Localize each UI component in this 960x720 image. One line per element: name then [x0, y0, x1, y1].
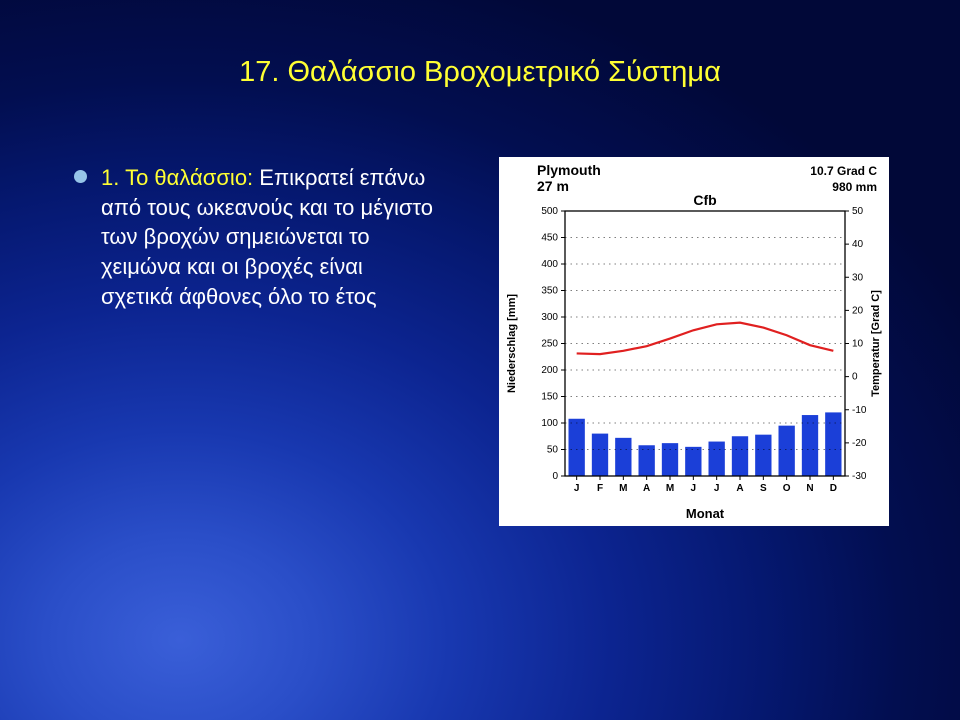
bullet-item: 1. Το θαλάσσιο: Επικρατεί επάνω από τους… — [74, 163, 434, 311]
svg-text:J: J — [574, 483, 580, 494]
svg-text:-30: -30 — [852, 471, 867, 482]
svg-text:J: J — [714, 483, 720, 494]
slide-title: 17. Θαλάσσιο Βροχομετρικό Σύστημα — [0, 56, 960, 89]
svg-text:M: M — [619, 483, 627, 494]
svg-text:10: 10 — [852, 339, 864, 350]
svg-text:J: J — [691, 483, 697, 494]
svg-text:500: 500 — [541, 206, 558, 217]
svg-text:Niederschlag [mm]: Niederschlag [mm] — [506, 294, 518, 393]
svg-text:Plymouth: Plymouth — [537, 162, 601, 178]
svg-text:400: 400 — [541, 259, 558, 270]
svg-text:100: 100 — [541, 418, 558, 429]
svg-text:27 m: 27 m — [537, 178, 569, 194]
svg-text:200: 200 — [541, 365, 558, 376]
svg-text:250: 250 — [541, 339, 558, 350]
bullet-text: 1. Το θαλάσσιο: Επικρατεί επάνω από τους… — [101, 163, 434, 311]
svg-text:350: 350 — [541, 286, 558, 297]
bullet-lead: 1. Το θαλάσσιο: — [101, 165, 259, 190]
svg-text:50: 50 — [852, 206, 864, 217]
svg-text:M: M — [666, 483, 674, 494]
svg-text:10.7 Grad C: 10.7 Grad C — [810, 164, 877, 178]
svg-text:F: F — [597, 483, 603, 494]
svg-text:A: A — [736, 483, 743, 494]
svg-text:N: N — [806, 483, 813, 494]
svg-text:980 mm: 980 mm — [832, 180, 877, 194]
svg-text:-10: -10 — [852, 405, 867, 416]
svg-text:-20: -20 — [852, 438, 867, 449]
svg-text:Monat: Monat — [686, 506, 725, 521]
svg-text:Cfb: Cfb — [693, 192, 716, 208]
climograph-panel: Plymouth27 m10.7 Grad C980 mmCfb05010015… — [499, 157, 889, 526]
svg-text:30: 30 — [852, 272, 864, 283]
svg-text:O: O — [783, 483, 791, 494]
svg-text:20: 20 — [852, 305, 864, 316]
svg-text:0: 0 — [852, 372, 858, 383]
svg-text:300: 300 — [541, 312, 558, 323]
climograph-svg: Plymouth27 m10.7 Grad C980 mmCfb05010015… — [499, 157, 889, 526]
svg-text:S: S — [760, 483, 767, 494]
svg-text:Temperatur [Grad C]: Temperatur [Grad C] — [870, 290, 882, 397]
svg-text:A: A — [643, 483, 650, 494]
svg-text:D: D — [830, 483, 837, 494]
svg-text:40: 40 — [852, 239, 864, 250]
bullet-icon — [74, 170, 87, 183]
svg-text:150: 150 — [541, 392, 558, 403]
svg-text:50: 50 — [547, 445, 559, 456]
svg-text:450: 450 — [541, 233, 558, 244]
svg-text:0: 0 — [552, 471, 558, 482]
